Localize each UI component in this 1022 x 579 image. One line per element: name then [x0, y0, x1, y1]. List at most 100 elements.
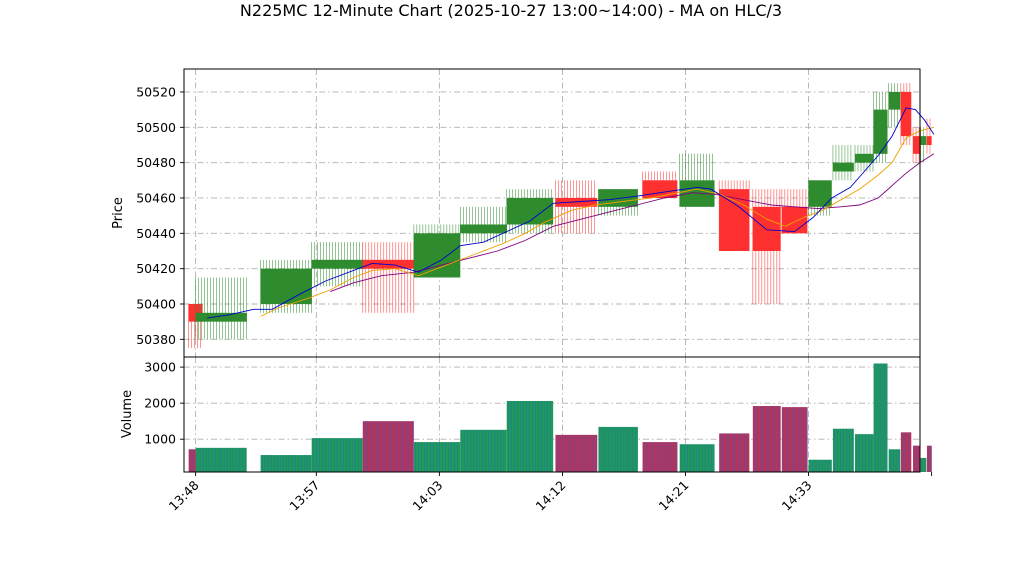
volume-bar-fill	[808, 459, 832, 472]
candle	[311, 242, 363, 287]
volume-bar	[781, 407, 808, 472]
volume-bar	[642, 442, 678, 472]
volume-bar-fill	[913, 445, 920, 472]
volume-bar	[752, 406, 781, 472]
volume-bar	[362, 421, 414, 472]
volume-bar	[873, 363, 888, 472]
candle-body	[752, 206, 781, 251]
volume-bar-fill	[460, 429, 507, 472]
volume-bar-fill	[413, 442, 461, 472]
x-tick-label: 14:03	[409, 478, 445, 514]
volume-bar-fill	[854, 434, 874, 472]
volume-bar-fill	[920, 457, 927, 472]
candle	[873, 91, 888, 163]
x-tick-label: 14:21	[656, 478, 692, 514]
volume-bar-fill	[752, 406, 781, 472]
candle-body	[598, 189, 638, 207]
volume-bar	[679, 444, 715, 472]
volume-bar-fill	[888, 449, 901, 472]
candle	[555, 180, 598, 234]
candle	[679, 153, 715, 207]
candle-body	[888, 91, 901, 110]
candle-body	[873, 109, 888, 154]
candle-body	[555, 197, 598, 207]
candle-body	[808, 180, 832, 207]
ma-fast-line	[207, 107, 935, 319]
candle	[362, 242, 415, 313]
volume-bar-fill	[506, 400, 554, 472]
volume-frame	[183, 356, 921, 473]
volume-bar-fill	[900, 432, 912, 472]
volume-bar-fill	[642, 442, 678, 472]
candle	[195, 277, 247, 340]
candle	[854, 144, 874, 172]
volume-bar-fill	[781, 407, 808, 472]
volume-bar-fill	[926, 445, 932, 472]
volume-tick-label: 1000	[144, 432, 176, 447]
ma-slow-line	[330, 153, 935, 293]
candle	[900, 83, 912, 145]
candle-body	[900, 91, 912, 137]
price-tick-label: 50520	[136, 84, 176, 99]
candle-body	[311, 259, 363, 269]
candle	[920, 127, 927, 163]
candle	[718, 180, 750, 251]
volume-bar	[832, 428, 854, 472]
volume-bar-fill	[555, 434, 598, 472]
candle	[598, 189, 638, 216]
volume-bar	[888, 449, 901, 472]
volume-bar	[926, 445, 932, 472]
volume-bar	[195, 447, 247, 472]
candle-body	[854, 153, 874, 163]
candle-body	[506, 197, 554, 225]
candle	[752, 189, 781, 304]
volume-bar	[598, 426, 638, 472]
candle	[459, 206, 507, 243]
price-tick-label: 50440	[136, 226, 176, 241]
candle-body	[260, 268, 312, 304]
candle-body	[460, 224, 507, 234]
x-tick-label: 13:57	[286, 478, 322, 514]
candle	[808, 180, 832, 216]
volume-bar	[506, 400, 554, 472]
candle-body	[781, 206, 808, 234]
volume-bar	[913, 445, 920, 472]
price-panel: 50380 50400 50420 50440 50460 50480 50500 50520	[136, 68, 935, 358]
candle-body	[642, 180, 678, 198]
x-tick-label: 14:33	[779, 478, 815, 514]
x-axis: 13:48 13:57 14:03 14:12 14:21 14:33	[166, 472, 933, 514]
candle-body	[832, 162, 854, 172]
candle-body	[926, 136, 932, 145]
price-tick-label: 50380	[136, 332, 176, 347]
price-tick-label: 50480	[136, 155, 176, 170]
volume-tick-label: 2000	[144, 396, 176, 411]
volume-bar	[854, 434, 874, 472]
candle	[926, 118, 932, 154]
price-axis-label: Price	[111, 197, 126, 229]
ma-mid-line	[260, 126, 935, 317]
volume-bar	[460, 429, 507, 472]
candle	[781, 189, 808, 234]
chart-title: N225MC 12-Minute Chart (2025-10-27 13:00…	[240, 1, 782, 20]
candle-body	[195, 312, 247, 322]
candle-body	[719, 189, 750, 251]
candle	[888, 83, 901, 128]
volume-panel: 1000 2000 3000	[144, 356, 932, 473]
x-tick-label: 14:12	[532, 478, 568, 514]
candle-body	[920, 136, 927, 145]
x-tick-label: 13:48	[166, 477, 202, 513]
volume-bar	[808, 459, 832, 472]
volume-bar	[719, 433, 750, 472]
candle	[832, 144, 854, 181]
volume-bar-fill	[873, 363, 888, 472]
volume-bar	[311, 438, 363, 472]
volume-bar-fill	[719, 433, 750, 472]
candle-body	[913, 136, 920, 154]
volume-axis-label: Volume	[120, 390, 135, 438]
volume-bar-fill	[679, 444, 715, 472]
volume-bar	[900, 432, 912, 472]
volume-bar	[555, 434, 598, 472]
candle	[506, 189, 554, 234]
